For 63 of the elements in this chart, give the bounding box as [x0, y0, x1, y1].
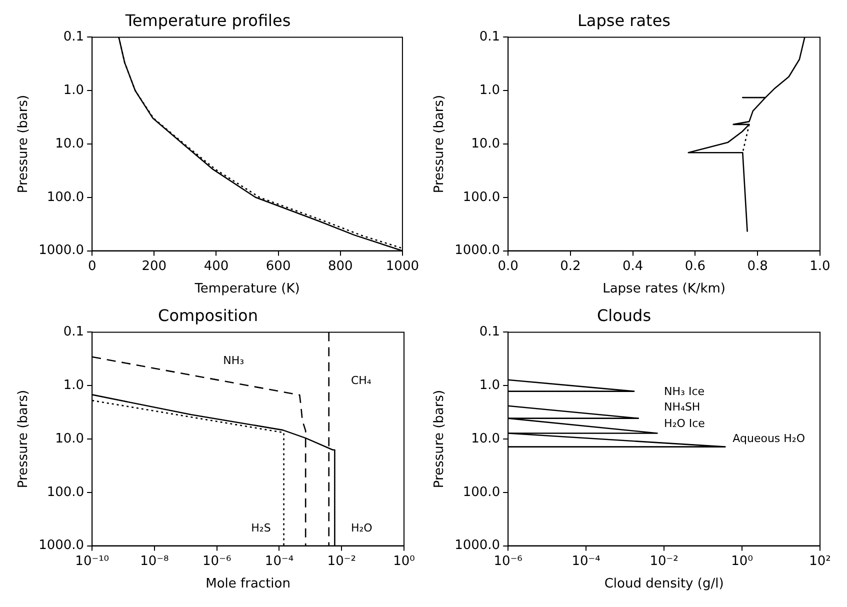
y-tick-label: 1.0	[63, 378, 84, 393]
chart-title: Lapse rates	[578, 10, 670, 30]
y-tick-label: 0.1	[479, 324, 500, 340]
annotation: CH₄	[350, 374, 372, 388]
y-tick-label: 10.0	[55, 431, 84, 446]
y-tick-label: 1000.0	[454, 538, 500, 554]
y-tick-label: 100.0	[46, 190, 84, 205]
x-tick-label: 10⁻²	[650, 554, 678, 569]
x-tick-label: 0.2	[560, 258, 581, 274]
y-tick-label: 0.1	[479, 30, 500, 45]
x-tick-label: 10⁻²	[327, 554, 356, 569]
annotation: NH₃ Ice	[664, 384, 705, 398]
y-tick-label: 0.1	[63, 324, 84, 340]
y-axis-title: Pressure (bars)	[16, 390, 32, 488]
x-tick-label: 0.8	[747, 258, 768, 274]
x-axis-title: Temperature (K)	[194, 282, 300, 297]
y-tick-label: 10.0	[471, 136, 500, 152]
annotation: H₂O	[350, 522, 373, 535]
x-tick-label: 1000	[386, 258, 420, 274]
annotation: Aqueous H₂O	[732, 432, 806, 445]
y-axis-title: Pressure (bars)	[16, 94, 32, 194]
x-tick-label: 0	[88, 258, 96, 274]
y-tick-label: 1000.0	[38, 538, 84, 554]
y-axis-title: Pressure (bars)	[432, 94, 448, 194]
y-axis-title: Pressure (bars)	[432, 390, 448, 488]
y-tick-label: 1.0	[63, 82, 84, 98]
y-tick-label: 0.1	[63, 30, 84, 45]
x-tick-label: 800	[328, 258, 353, 274]
y-tick-label: 10.0	[55, 136, 84, 152]
x-tick-label: 1.0	[810, 258, 830, 274]
y-tick-label: 100.0	[462, 190, 500, 205]
y-tick-label: 1000.0	[38, 243, 84, 258]
x-tick-label: 10⁻⁴	[264, 554, 294, 569]
x-tick-label: 10⁻⁸	[140, 554, 169, 569]
x-tick-label: 10²	[809, 554, 831, 569]
x-tick-label: 10⁰	[393, 554, 415, 569]
chart-title: Clouds	[596, 306, 652, 325]
x-tick-label: 10⁰	[731, 554, 753, 569]
x-tick-label: 10⁻⁶	[202, 554, 232, 569]
x-tick-label: 10⁻¹⁰	[75, 554, 109, 569]
y-tick-label: 10.0	[471, 431, 500, 446]
annotation: NH₃	[223, 354, 244, 367]
x-tick-label: 0.4	[622, 258, 644, 274]
annotation: H₂O Ice	[664, 416, 706, 430]
x-tick-label: 10⁻⁶	[494, 554, 522, 569]
x-tick-label: 400	[204, 258, 229, 274]
x-tick-label: 0.6	[684, 258, 706, 274]
x-axis-title: Mole fraction	[206, 576, 290, 592]
x-axis-title: Lapse rates (K/km)	[602, 282, 726, 297]
x-tick-label: 10⁻⁴	[572, 554, 600, 569]
y-tick-label: 1.0	[479, 378, 500, 393]
x-tick-label: 0.0	[498, 258, 518, 274]
y-tick-label: 100.0	[462, 484, 500, 500]
chart-title: Temperature profiles	[124, 10, 291, 30]
y-tick-label: 100.0	[46, 484, 84, 500]
annotation: H₂S	[251, 522, 271, 535]
x-tick-label: 600	[266, 258, 291, 274]
y-tick-label: 1000.0	[454, 243, 500, 258]
y-tick-label: 1.0	[479, 82, 500, 98]
annotation: NH₄SH	[664, 400, 700, 414]
x-axis-title: Cloud density (g/l)	[604, 576, 724, 592]
x-tick-label: 200	[142, 258, 167, 274]
chart-title: Composition	[158, 306, 258, 325]
